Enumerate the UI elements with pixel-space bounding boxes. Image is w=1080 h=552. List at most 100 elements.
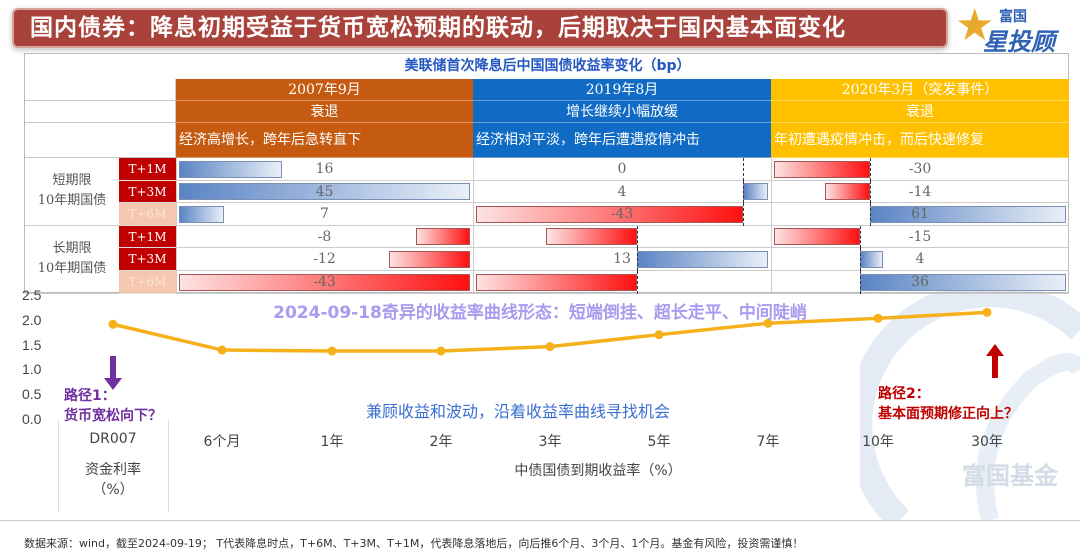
- negative-bar: [388, 250, 470, 268]
- x-tick-label: 10年: [862, 434, 894, 450]
- zero-axis-line: [870, 158, 872, 181]
- zero-axis-line: [859, 248, 861, 271]
- column-header-state: 衰退: [176, 101, 473, 123]
- data-value: 16: [315, 161, 334, 177]
- period-label: T+6M: [119, 271, 176, 294]
- zero-axis-line: [743, 180, 745, 204]
- column-header-date: 2007年9月: [176, 79, 473, 101]
- data-cell: [473, 203, 771, 226]
- column-header-state: 增长继续小幅放缓: [473, 101, 771, 123]
- down-arrow-icon: [104, 356, 122, 390]
- column-header-desc: 经济高增长，跨年后急转直下: [176, 123, 473, 158]
- row-group-label-1: 长期限: [52, 241, 92, 257]
- data-cell: [176, 203, 473, 226]
- path1-title: 路径1：: [64, 388, 116, 404]
- data-value: -12: [313, 251, 336, 268]
- data-cell: [176, 180, 473, 204]
- data-value: -14: [908, 183, 932, 200]
- money-rate-label-1: 资金利率: [85, 462, 141, 478]
- yield-point: [654, 330, 664, 340]
- divider: [168, 420, 169, 512]
- positive-bar: [179, 160, 283, 178]
- x-tick-label: 30年: [971, 434, 1003, 450]
- up-arrow-icon: [986, 344, 1004, 378]
- footer-divider: [0, 520, 1080, 521]
- data-cell: [176, 248, 473, 271]
- data-cell: [771, 180, 1069, 204]
- yield-change-table: 美联储首次降息后中国国债收益率变化（bp） 2007年9月 衰退 经济高增长，跨年后…: [24, 53, 1069, 294]
- negative-bar: [415, 228, 470, 246]
- zero-axis-line: [637, 271, 639, 294]
- data-value: -43: [610, 206, 634, 223]
- yield-point: [873, 313, 883, 323]
- data-value: 45: [315, 183, 334, 200]
- negative-bar: [774, 228, 860, 246]
- x-tick-label: 5年: [647, 434, 671, 450]
- x-tick-label: 7年: [756, 434, 780, 450]
- y-tick-label: 1.5: [22, 336, 42, 353]
- zero-axis-line: [870, 180, 872, 204]
- path2-annotation: 路径2： 基本面预期修正向上？: [878, 384, 1018, 424]
- row-group-label-1: 短期限: [52, 173, 92, 189]
- yield-curve-chart: [108, 307, 992, 356]
- divider: [58, 420, 59, 512]
- y-tick-label: 0.0: [22, 411, 42, 427]
- zero-axis-line: [859, 271, 861, 294]
- data-value: 36: [911, 274, 929, 290]
- data-cell: [771, 271, 1069, 294]
- column-header-state: 衰退: [771, 101, 1069, 123]
- brand-logo: ★ 富国 星投顾: [955, 4, 1075, 57]
- center-annotation: 兼顾收益和波动，沿着收益率曲线寻找机会: [365, 402, 670, 421]
- data-cell: [473, 248, 771, 271]
- yield-point: [545, 342, 555, 352]
- data-value: -30: [908, 161, 932, 177]
- data-value: 13: [613, 251, 631, 268]
- column-header-date: 2020年3月（突发事件）: [771, 79, 1069, 101]
- yield-point: [108, 319, 118, 329]
- header-blank-cell: [25, 79, 176, 101]
- zero-axis-line: [743, 158, 745, 181]
- path1-text: 货币宽松向下？: [64, 408, 162, 424]
- data-value: 4: [617, 183, 627, 200]
- period-label: T+6M: [119, 203, 176, 226]
- header-blank-cell: [25, 101, 176, 123]
- zero-axis-line: [637, 248, 639, 271]
- data-value: -15: [908, 228, 932, 245]
- yield-point: [763, 318, 773, 328]
- header-blank-cell: [25, 123, 176, 158]
- data-cell: [473, 180, 771, 204]
- data-value: -8: [317, 228, 332, 245]
- zero-axis-line: [859, 225, 861, 249]
- watermark-logo-icon: [860, 290, 1080, 520]
- period-label: T+3M: [119, 248, 176, 271]
- data-value: -43: [313, 274, 336, 290]
- data-value: [473, 226, 771, 249]
- data-value: 0: [617, 161, 627, 177]
- data-cell: [176, 158, 473, 181]
- row-group-label: 短期限 10年期国债: [25, 158, 119, 226]
- positive-bar: [179, 205, 225, 223]
- bond-yield-label: 中债国债到期收益率（%）: [514, 463, 682, 479]
- path1-annotation: 路径1： 货币宽松向下？: [64, 386, 162, 426]
- y-tick-label: 2.5: [22, 287, 42, 303]
- yield-point: [327, 346, 337, 356]
- data-cell: [473, 225, 771, 249]
- column-header-desc: 经济相对平淡，跨年后遭遇疫情冲击: [473, 123, 771, 158]
- data-value: 4: [915, 251, 925, 268]
- table-title: 美联储首次降息后中国国债收益率变化（bp）: [404, 58, 691, 74]
- footer-note: 数据来源：wind，截至2024-09-19； T代表降息时点，T+6M、T+3…: [24, 537, 804, 550]
- negative-bar: [546, 228, 638, 246]
- data-cell: [176, 271, 473, 294]
- money-rate-label-2: （%）: [92, 482, 134, 498]
- row-group-label: 长期限 10年期国债: [25, 226, 119, 294]
- y-tick-label: 2.0: [22, 311, 42, 328]
- x-tick-label: 2年: [429, 434, 453, 450]
- negative-bar: [179, 273, 470, 291]
- data-cell: [473, 271, 771, 294]
- column-header-desc: 年初遭遇疫情冲击，而后快速修复: [771, 123, 1069, 158]
- negative-bar: [774, 160, 871, 178]
- path2-title: 路径2：: [878, 386, 930, 402]
- money-rate-label: 资金利率 （%）: [58, 460, 168, 500]
- data-value: 61: [911, 206, 929, 223]
- period-label: T+1M: [119, 158, 176, 181]
